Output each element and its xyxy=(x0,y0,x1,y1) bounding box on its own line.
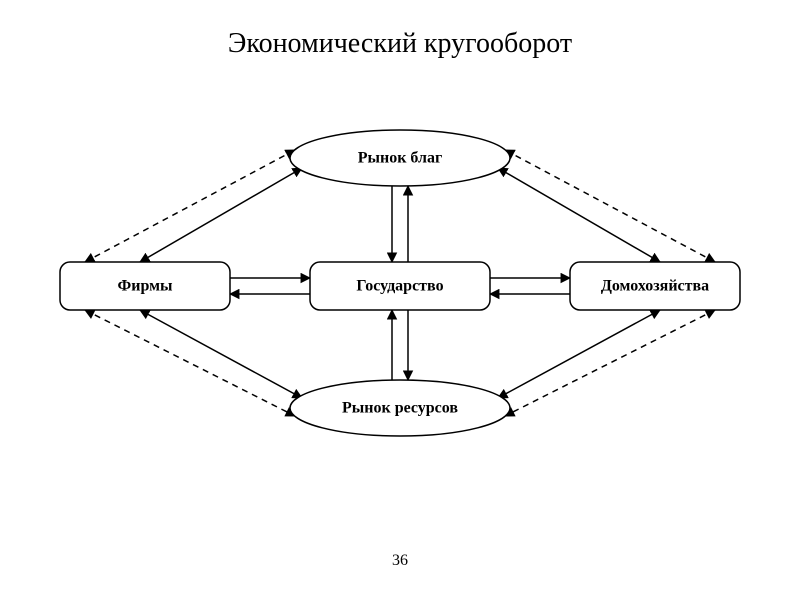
edge-firms-goods_market xyxy=(140,168,302,262)
edge-households-goods_market xyxy=(505,150,715,262)
edge-firms-resource_market xyxy=(85,310,295,416)
edge-households-resource_market xyxy=(498,310,660,398)
node-label-households: Домохозяйства xyxy=(601,278,709,295)
edge-households-resource_market xyxy=(505,310,715,416)
node-label-firms: Фирмы xyxy=(117,278,173,295)
node-label-goods_market: Рынок благ xyxy=(358,150,443,167)
circular-flow-diagram: Рынок благ Фирмы Государство Домохозяйства Р… xyxy=(0,0,800,600)
node-label-state: Государство xyxy=(356,278,443,295)
node-label-resource_market: Рынок ресурсов xyxy=(342,400,458,417)
edge-firms-goods_market xyxy=(85,150,295,262)
edge-households-goods_market xyxy=(498,168,660,262)
edge-firms-resource_market xyxy=(140,310,302,398)
